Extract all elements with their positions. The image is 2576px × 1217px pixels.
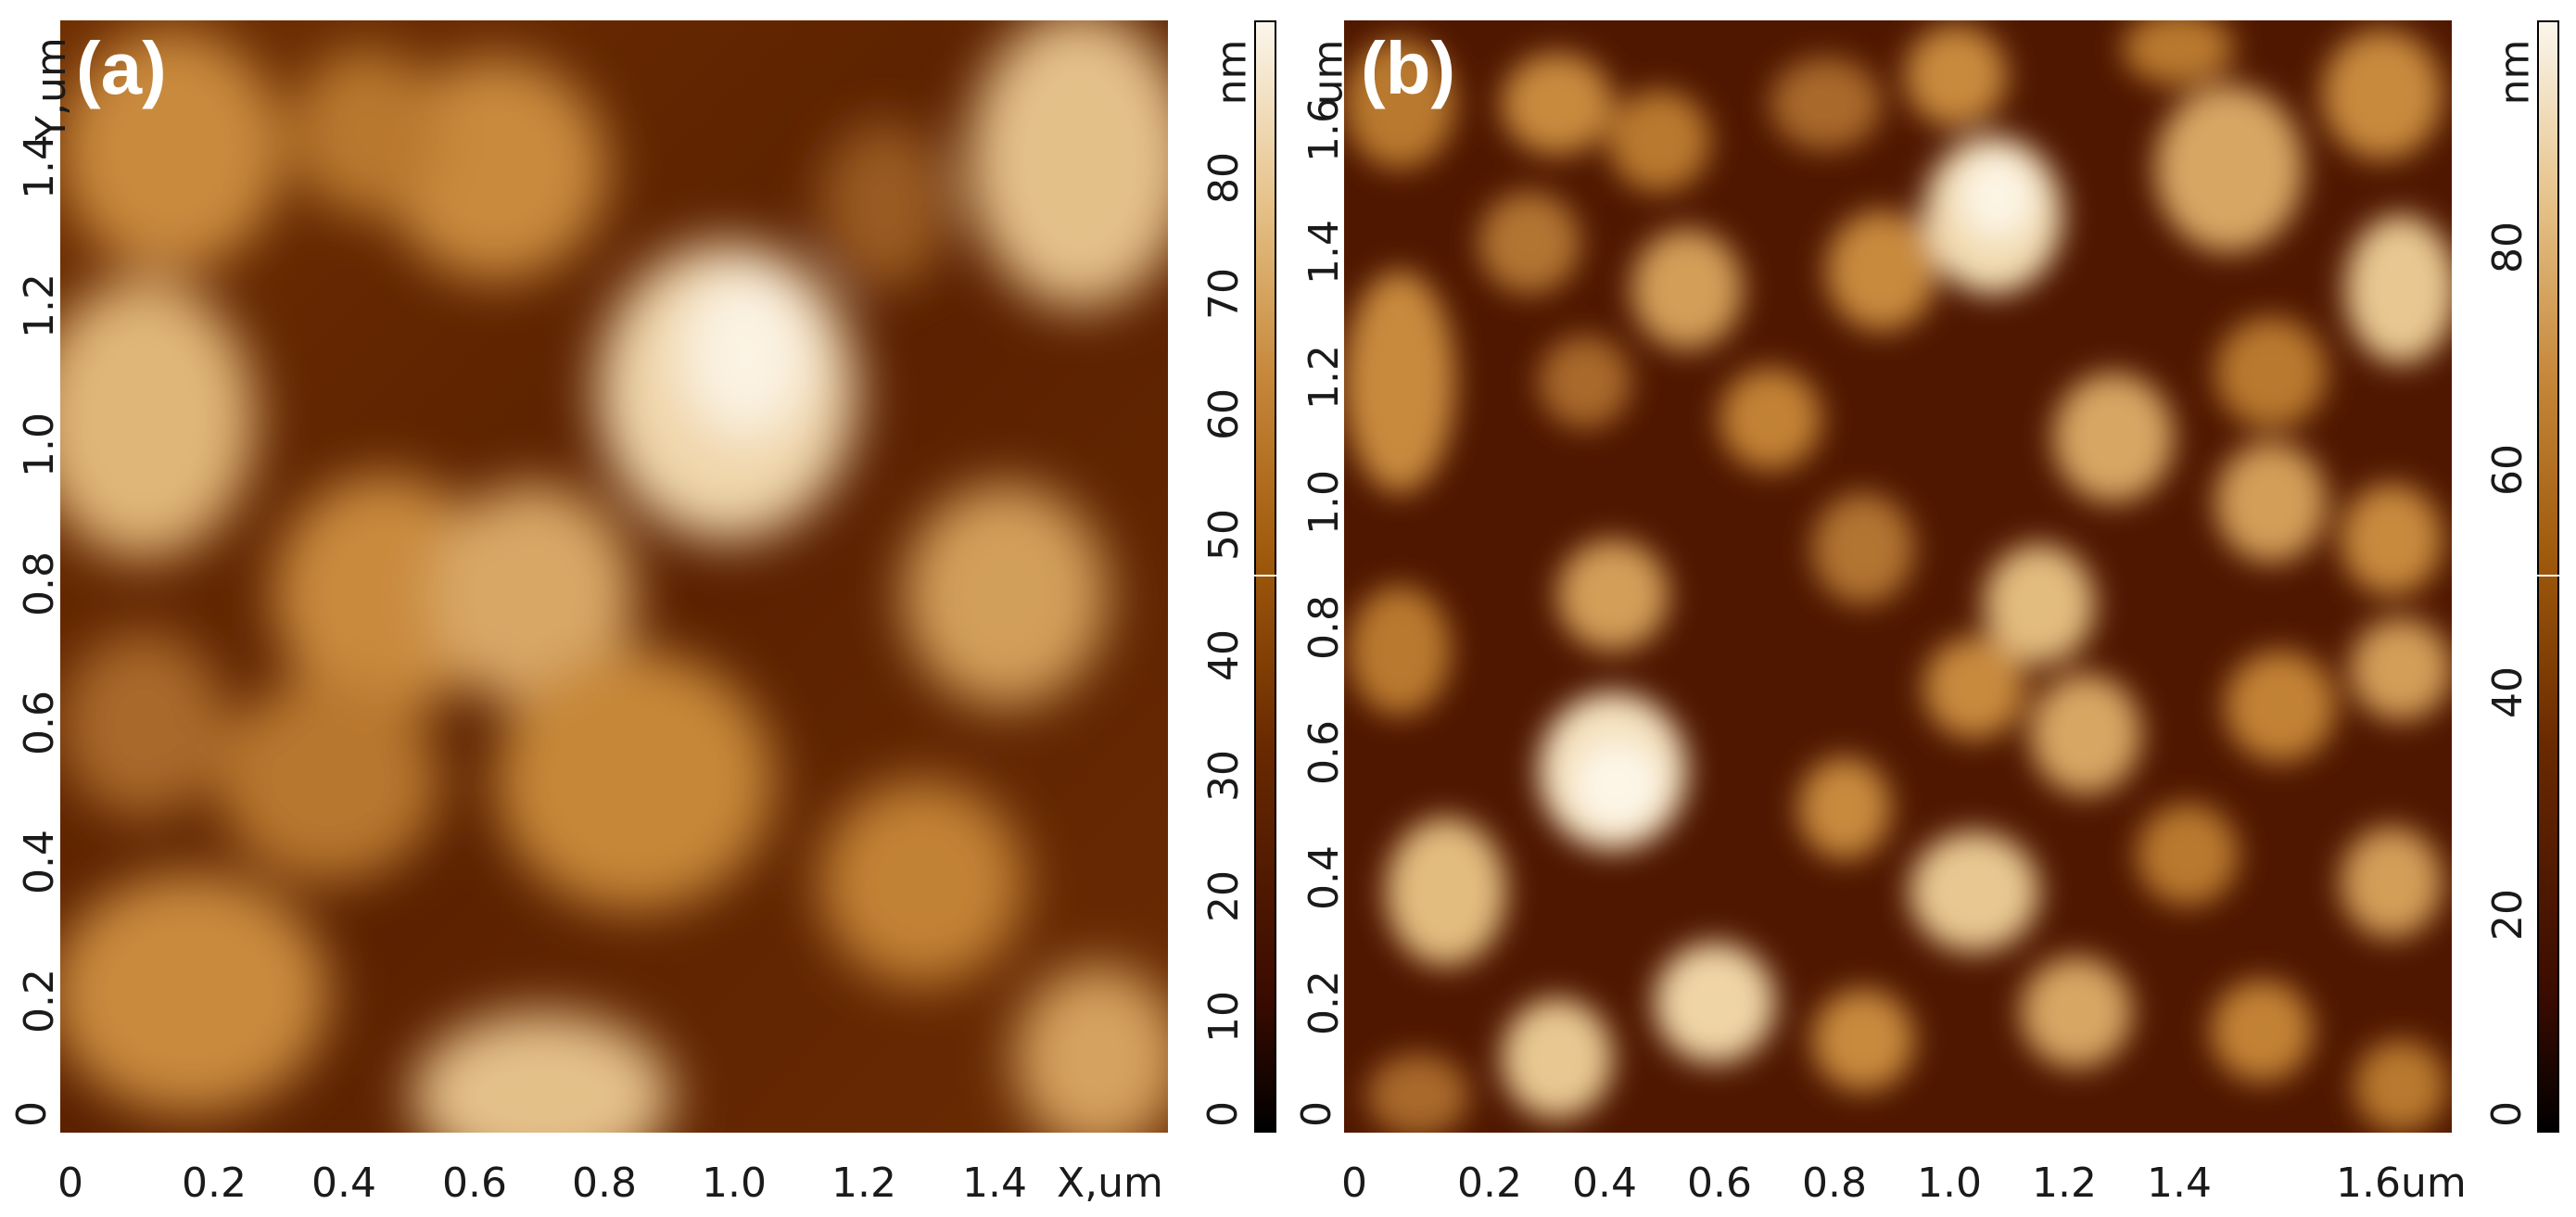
- colorbar-tick-a-0: 0: [1199, 1101, 1247, 1127]
- x-tick-a-5: 1.0: [702, 1160, 767, 1207]
- y-tick-b-7: 1.4: [1300, 220, 1348, 285]
- x-tick-b-3: 0.6: [1687, 1160, 1752, 1207]
- x-tick-b-2: 0.4: [1572, 1160, 1637, 1207]
- colorbar-tick-a-1: 10: [1200, 991, 1248, 1043]
- x-tick-b-1: 0.2: [1457, 1160, 1522, 1207]
- x-tick-a-6: 1.2: [831, 1160, 896, 1207]
- colorbar-tick-b-1: 20: [2484, 889, 2532, 941]
- colorbar-tick-a-3: 30: [1200, 750, 1248, 802]
- colorbar-marker-b: [2537, 575, 2559, 577]
- colorbar-tick-a-8: 80: [1200, 152, 1248, 204]
- x-tick-b-6: 1.2: [2032, 1160, 2097, 1207]
- x-tick-a-4: 0.8: [572, 1160, 637, 1207]
- x-axis-title-a: X,um: [1057, 1160, 1163, 1207]
- colorbar-unit-a: nm: [1208, 39, 1256, 106]
- panel-label-b: (b): [1361, 27, 1456, 109]
- colorbar-unit-b: nm: [2491, 39, 2539, 106]
- colorbar-tick-b-2: 40: [2484, 666, 2532, 718]
- colorbar-tick-b-4: 80: [2484, 222, 2532, 273]
- x-tick-a-2: 0.4: [311, 1160, 376, 1207]
- colorbar-tick-a-6: 60: [1200, 388, 1248, 440]
- x-tick-a-0: 0: [57, 1160, 83, 1207]
- y-tick-a-7: 1.4: [15, 134, 63, 199]
- x-tick-b-8: 1.6um: [2336, 1160, 2467, 1207]
- y-tick-b-0: 0: [1293, 1101, 1340, 1127]
- colorbar-marker-a: [1254, 575, 1276, 577]
- x-tick-b-4: 0.8: [1802, 1160, 1867, 1207]
- y-tick-a-1: 0.2: [15, 969, 63, 1033]
- colorbar-a: [1254, 20, 1276, 1133]
- y-tick-b-8: 1.6: [1300, 97, 1348, 162]
- y-tick-b-2: 0.4: [1300, 845, 1348, 910]
- y-tick-a-0: 0: [8, 1101, 56, 1127]
- y-tick-b-1: 0.2: [1300, 970, 1348, 1035]
- colorbar-tick-a-7: 70: [1200, 268, 1248, 320]
- y-tick-a-5: 1.0: [15, 412, 63, 477]
- x-tick-b-7: 1.4: [2147, 1160, 2212, 1207]
- afm-image-a: [60, 20, 1168, 1133]
- afm-image-b: [1344, 20, 2452, 1133]
- y-axis-title-b: um: [1304, 39, 1352, 106]
- y-tick-b-4: 0.8: [1300, 595, 1348, 660]
- colorbar-tick-a-2: 20: [1200, 870, 1248, 922]
- x-tick-b-5: 1.0: [1917, 1160, 1982, 1207]
- colorbar-tick-b-0: 0: [2483, 1101, 2531, 1127]
- x-tick-a-7: 1.4: [962, 1160, 1027, 1207]
- y-tick-b-5: 1.0: [1300, 470, 1348, 535]
- y-tick-b-3: 0.6: [1300, 720, 1348, 785]
- y-tick-b-6: 1.2: [1300, 345, 1348, 410]
- y-axis-title-a: Y,um: [27, 37, 75, 141]
- panel-label-a: (a): [76, 27, 167, 109]
- y-tick-a-3: 0.6: [15, 691, 63, 755]
- x-tick-a-1: 0.2: [182, 1160, 247, 1207]
- colorbar-tick-b-3: 60: [2484, 444, 2532, 496]
- y-tick-a-6: 1.2: [15, 273, 63, 338]
- colorbar-b: [2537, 20, 2559, 1133]
- y-tick-a-2: 0.4: [15, 830, 63, 894]
- colorbar-tick-a-5: 50: [1200, 509, 1248, 561]
- colorbar-tick-a-4: 40: [1200, 629, 1248, 681]
- y-tick-a-4: 0.8: [15, 551, 63, 616]
- x-tick-b-0: 0: [1341, 1160, 1367, 1207]
- x-tick-a-3: 0.6: [442, 1160, 507, 1207]
